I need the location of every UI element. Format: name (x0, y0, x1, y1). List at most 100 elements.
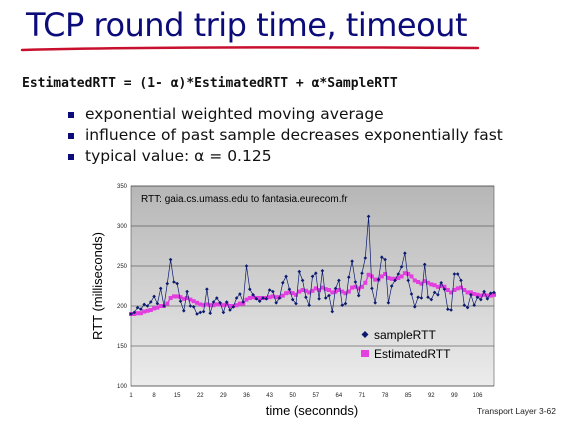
sample-rtt-point (479, 297, 483, 302)
estimated-rtt-point (294, 292, 298, 297)
legend-estimated-marker (361, 350, 369, 357)
estimated-rtt-point (284, 291, 289, 296)
estimated-rtt-point (224, 302, 229, 307)
sample-rtt-point (228, 308, 232, 312)
title-underline (20, 46, 480, 52)
estimated-rtt-point (155, 305, 160, 310)
bullet-item: typical value: α = 0.125 (66, 146, 503, 167)
sample-rtt-point (264, 297, 269, 301)
sample-rtt-point (178, 299, 183, 303)
estimated-rtt-point (468, 290, 473, 295)
estimated-rtt-point (409, 274, 414, 279)
estimated-rtt-point (280, 293, 285, 298)
y-tick-label: 150 (117, 344, 128, 350)
sample-rtt-point (145, 304, 150, 308)
sample-rtt-point (274, 301, 278, 305)
x-axis-label: time (seconnds) (266, 403, 358, 418)
y-tick-label: 300 (117, 224, 128, 230)
estimated-rtt-point (188, 297, 193, 302)
x-tick-label: 71 (359, 393, 366, 399)
estimated-rtt-point (237, 301, 242, 306)
x-tick-label: 92 (428, 393, 435, 399)
sample-rtt-point (300, 278, 305, 283)
estimated-rtt-point (303, 288, 308, 293)
sample-rtt-point (277, 296, 282, 300)
estimated-rtt-point (432, 283, 437, 288)
sample-rtt-point (396, 272, 401, 276)
sample-rtt-point (459, 278, 463, 283)
estimated-rtt-point (267, 295, 272, 300)
estimated-rtt-point (204, 302, 209, 307)
estimated-rtt-point (336, 288, 341, 292)
estimated-rtt-point (175, 294, 180, 299)
sample-rtt-point (257, 299, 262, 303)
estimated-rtt-point (307, 290, 312, 295)
estimated-rtt-point (317, 288, 322, 292)
estimated-rtt-point (353, 284, 358, 289)
sample-rtt-point (482, 289, 486, 294)
sample-rtt-point (215, 296, 219, 300)
sample-rtt-point (139, 307, 143, 311)
estimated-rtt-point (386, 276, 391, 280)
rtt-chart: 100 150 200 250 300 350 1 8 15 22 29 36 43 50 57 64 71 7… (74, 180, 504, 424)
estimated-rtt-point (297, 289, 302, 294)
estimated-rtt-point (158, 304, 163, 308)
sample-rtt-point (383, 257, 387, 262)
sample-rtt-point (221, 310, 226, 315)
estimated-rtt-point (234, 303, 239, 308)
estimated-rtt-point (475, 292, 480, 297)
sample-rtt-point (182, 309, 186, 313)
x-tick-label: 85 (405, 393, 412, 399)
sample-rtt-point (224, 300, 229, 304)
estimated-rtt-point (442, 284, 447, 289)
estimated-rtt-point (330, 290, 335, 295)
estimated-rtt-point (142, 309, 147, 314)
estimated-rtt-point (485, 293, 490, 298)
estimated-rtt-point (191, 299, 196, 304)
sample-rtt-point (211, 300, 216, 304)
estimated-rtt-point (412, 278, 417, 283)
x-tick-label: 43 (266, 393, 273, 399)
estimated-rtt-point (270, 294, 275, 299)
sample-rtt-point (465, 305, 470, 310)
sample-rtt-point (271, 289, 275, 294)
sample-rtt-point (244, 264, 249, 268)
estimated-rtt-point (369, 274, 374, 279)
legend: sampleRTT EstimatedRTT (361, 328, 451, 361)
estimated-rtt-point (327, 288, 331, 292)
sample-rtt-point (376, 277, 381, 282)
estimated-rtt-point (356, 286, 361, 291)
x-tick-label: 99 (451, 393, 458, 399)
estimated-rtt-point (152, 306, 157, 311)
sample-rtt-point (294, 301, 298, 306)
estimated-rtt-point (211, 303, 216, 308)
estimated-rtt-point (396, 276, 401, 280)
x-tick-label: 57 (312, 393, 319, 399)
legend-sample-marker (361, 331, 369, 338)
x-tick-label: 8 (152, 393, 156, 399)
sample-rtt-point (429, 297, 434, 302)
sample-rtt-point (172, 280, 176, 284)
bullet-list: exponential weighted moving average infl… (66, 104, 503, 167)
sample-rtt-point (238, 292, 242, 296)
estimated-rtt-point (208, 303, 213, 308)
sample-rtt-point (267, 288, 272, 292)
estimated-rtt-point (459, 285, 463, 290)
legend-estimated-label: EstimatedRTT (374, 347, 451, 361)
estimated-rtt-point (366, 272, 371, 277)
estimated-rtt-point (429, 282, 434, 287)
x-tick-label: 106 (472, 393, 483, 399)
legend-sample-label: sampleRTT (374, 328, 436, 342)
y-tick-label: 250 (117, 264, 128, 270)
estimated-rtt-point (251, 295, 256, 300)
estimated-rtt-point (171, 294, 176, 299)
estimated-rtt-point (363, 280, 368, 285)
estimated-rtt-point (313, 286, 318, 291)
estimated-rtt-point (452, 288, 457, 292)
estimated-rtt-point (488, 293, 493, 298)
estimated-rtt-point (445, 288, 450, 292)
estimated-rtt-point (290, 291, 295, 296)
estimated-rtt-point (333, 289, 338, 294)
estimated-rtt-point (379, 274, 384, 279)
bullet-item: influence of past sample decreases expon… (66, 125, 503, 146)
